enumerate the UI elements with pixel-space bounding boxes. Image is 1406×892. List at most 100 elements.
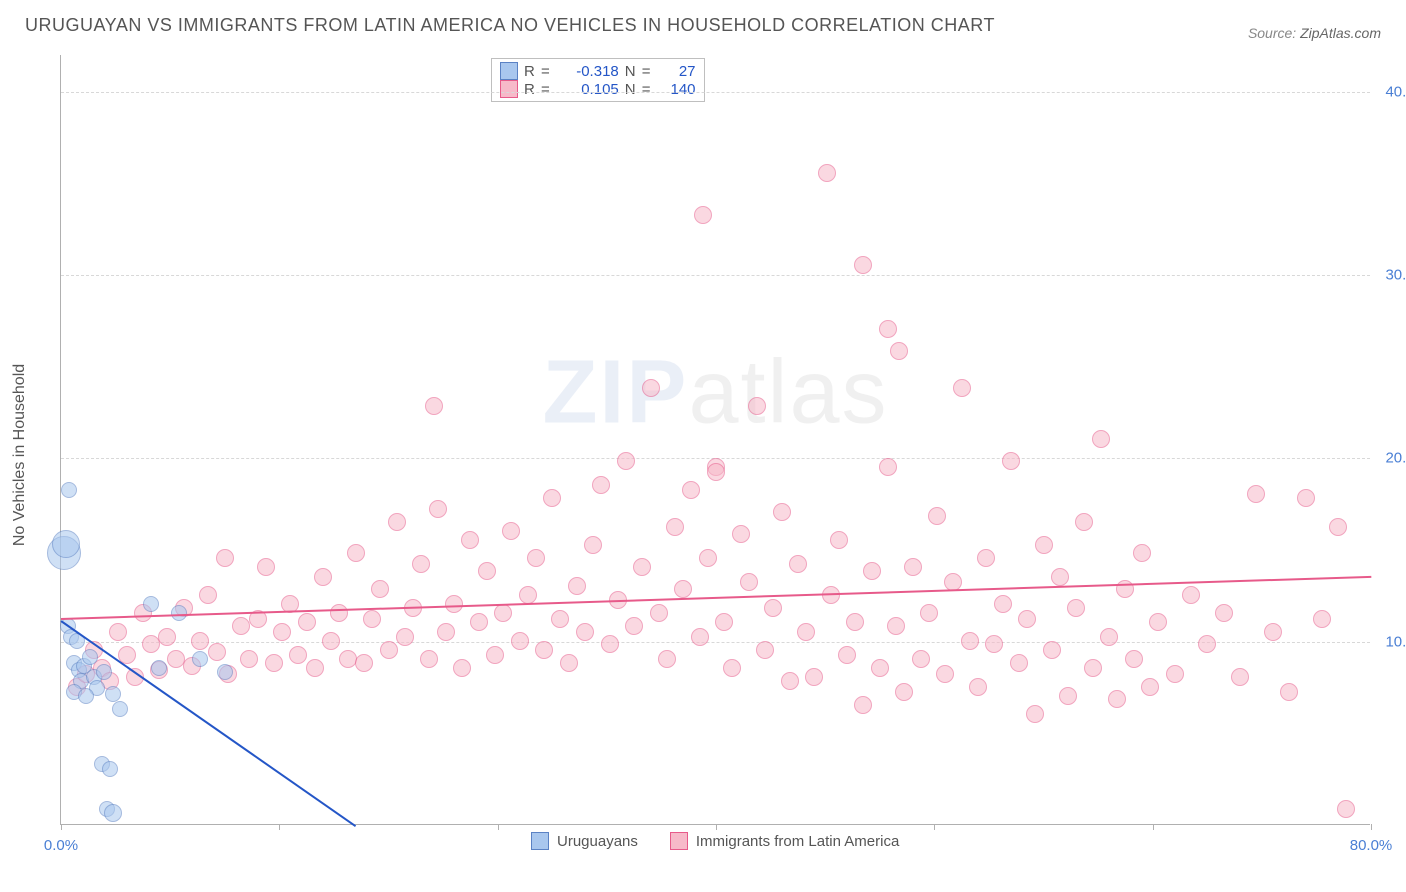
corr-N-label: N =	[625, 81, 652, 98]
data-point	[1035, 536, 1053, 554]
data-point	[1092, 430, 1110, 448]
data-point	[805, 668, 823, 686]
data-point	[584, 536, 602, 554]
x-tick-mark	[716, 824, 717, 830]
data-point	[78, 688, 94, 704]
data-point	[1182, 586, 1200, 604]
data-point	[511, 632, 529, 650]
data-point	[592, 476, 610, 494]
data-point	[158, 628, 176, 646]
data-point	[723, 659, 741, 677]
data-point	[773, 503, 791, 521]
data-point	[216, 549, 234, 567]
data-point	[151, 660, 167, 676]
data-point	[650, 604, 668, 622]
y-tick-label: 30.0%	[1373, 267, 1406, 284]
data-point	[478, 562, 496, 580]
data-point	[928, 507, 946, 525]
watermark: ZIPatlas	[542, 342, 888, 445]
data-point	[748, 397, 766, 415]
data-point	[1149, 613, 1167, 631]
data-point	[371, 580, 389, 598]
data-point	[217, 664, 233, 680]
bottom-legend: Uruguayans Immigrants from Latin America	[531, 832, 899, 850]
data-point	[1198, 635, 1216, 653]
data-point	[470, 613, 488, 631]
data-point	[1280, 683, 1298, 701]
x-tick-label: 0.0%	[44, 837, 78, 854]
data-point	[994, 595, 1012, 613]
data-point	[576, 623, 594, 641]
data-point	[732, 525, 750, 543]
data-point	[527, 549, 545, 567]
data-point	[551, 610, 569, 628]
data-point	[105, 686, 121, 702]
y-tick-label: 10.0%	[1373, 633, 1406, 650]
data-point	[298, 613, 316, 631]
data-point	[445, 595, 463, 613]
y-tick-label: 20.0%	[1373, 450, 1406, 467]
swatch-series-2	[500, 80, 518, 98]
data-point	[112, 701, 128, 717]
data-point	[380, 641, 398, 659]
regression-line	[61, 576, 1371, 620]
x-tick-mark	[498, 824, 499, 830]
y-axis-label: No Vehicles in Household	[11, 364, 29, 546]
data-point	[1067, 599, 1085, 617]
data-point	[535, 641, 553, 659]
data-point	[1264, 623, 1282, 641]
corr-N-value-1: 27	[658, 63, 696, 80]
data-point	[887, 617, 905, 635]
data-point	[625, 617, 643, 635]
data-point	[306, 659, 324, 677]
data-point	[1059, 687, 1077, 705]
data-point	[642, 379, 660, 397]
data-point	[890, 342, 908, 360]
data-point	[879, 320, 897, 338]
data-point	[330, 604, 348, 622]
legend-label-1: Uruguayans	[557, 833, 638, 850]
data-point	[82, 649, 98, 665]
corr-R-value-2: 0.105	[557, 81, 619, 98]
swatch-series-2	[670, 832, 688, 850]
data-point	[977, 549, 995, 567]
data-point	[961, 632, 979, 650]
data-point	[1010, 654, 1028, 672]
data-point	[617, 452, 635, 470]
data-point	[633, 558, 651, 576]
data-point	[854, 256, 872, 274]
x-tick-mark	[1153, 824, 1154, 830]
data-point	[1215, 604, 1233, 622]
data-point	[1100, 628, 1118, 646]
x-tick-mark	[279, 824, 280, 830]
data-point	[838, 646, 856, 664]
data-point	[273, 623, 291, 641]
data-point	[314, 568, 332, 586]
data-point	[699, 549, 717, 567]
corr-N-value-2: 140	[658, 81, 696, 98]
chart-container: No Vehicles in Household ZIPatlas R = -0…	[50, 55, 1370, 855]
data-point	[429, 500, 447, 518]
data-point	[789, 555, 807, 573]
data-point	[936, 665, 954, 683]
data-point	[347, 544, 365, 562]
data-point	[1075, 513, 1093, 531]
data-point	[1108, 690, 1126, 708]
data-point	[953, 379, 971, 397]
data-point	[863, 562, 881, 580]
data-point	[519, 586, 537, 604]
data-point	[1026, 705, 1044, 723]
data-point	[486, 646, 504, 664]
data-point	[191, 632, 209, 650]
data-point	[104, 804, 122, 822]
data-point	[420, 650, 438, 668]
x-tick-mark	[61, 824, 62, 830]
data-point	[682, 481, 700, 499]
data-point	[1247, 485, 1265, 503]
x-tick-mark	[1371, 824, 1372, 830]
data-point	[543, 489, 561, 507]
data-point	[142, 635, 160, 653]
chart-title: URUGUAYAN VS IMMIGRANTS FROM LATIN AMERI…	[25, 15, 995, 36]
data-point	[1133, 544, 1151, 562]
data-point	[1141, 678, 1159, 696]
